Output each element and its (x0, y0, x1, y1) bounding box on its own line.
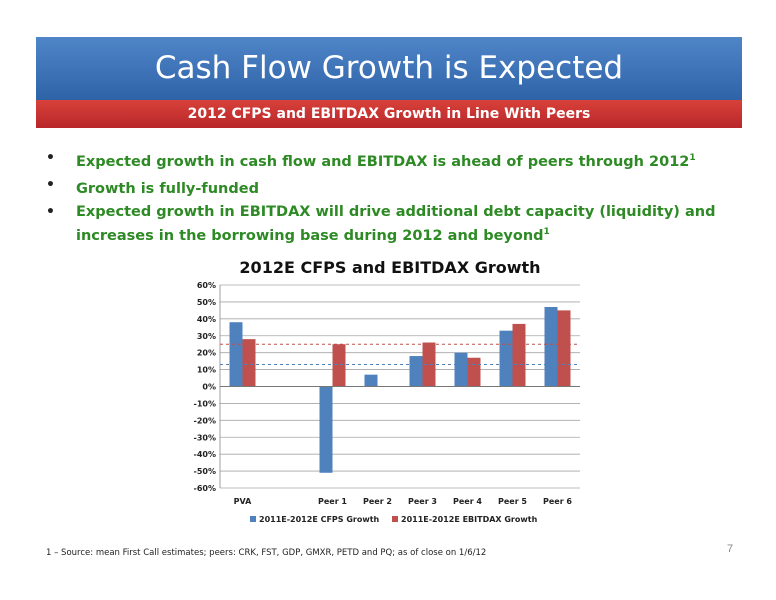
x-tick-label: PVA (234, 497, 253, 506)
y-tick-label: 40% (197, 315, 216, 324)
x-tick-label: Peer 2 (363, 497, 392, 506)
y-tick-label: 50% (197, 298, 216, 307)
legend-label: 2011E-2012E CFPS Growth (259, 515, 380, 524)
slide-subtitle: 2012 CFPS and EBITDAX Growth in Line Wit… (36, 100, 742, 128)
bar (467, 357, 481, 387)
y-tick-label: -60% (194, 484, 216, 493)
bullet-item: • Expected growth in cash flow and EBITD… (46, 148, 736, 172)
chart-title: 2012E CFPS and EBITDAX Growth (239, 258, 540, 277)
bullet-text: Growth is fully-funded (76, 180, 259, 197)
bar (544, 306, 558, 387)
x-tick-label: Peer 4 (453, 497, 482, 506)
bullet-icon: • (46, 176, 55, 193)
bar (364, 374, 378, 387)
y-tick-label: 60% (197, 281, 216, 290)
bullet-item: • Expected growth in EBITDAX will drive … (46, 202, 736, 246)
bullet-icon: • (46, 150, 55, 166)
bar (332, 344, 346, 387)
footnote-marker: 1 (543, 226, 550, 237)
bar (229, 322, 243, 387)
bar (422, 342, 436, 387)
bullet-list: • Expected growth in cash flow and EBITD… (46, 148, 736, 248)
y-tick-label: -20% (194, 416, 216, 425)
x-tick-label: Peer 6 (543, 497, 572, 506)
bar (409, 356, 423, 387)
bullet-icon: • (46, 203, 55, 220)
bar (319, 386, 333, 473)
bullet-text: Expected growth in cash flow and EBITDAX… (76, 153, 690, 170)
slide-title: Cash Flow Growth is Expected (36, 37, 742, 100)
growth-bar-chart: 2012E CFPS and EBITDAX Growth 60% 50% 40% 30… (194, 258, 580, 524)
page-number: 7 (727, 543, 734, 555)
legend-swatch (392, 516, 398, 522)
y-tick-label: 20% (197, 349, 216, 358)
bullet-text: Expected growth in EBITDAX will drive ad… (76, 203, 716, 244)
y-tick-label: 30% (197, 332, 216, 341)
y-tick-label: -30% (194, 433, 216, 442)
x-tick-label: Peer 3 (408, 497, 437, 506)
bar (499, 330, 513, 387)
x-tick-label: Peer 5 (498, 497, 527, 506)
legend-label: 2011E-2012E EBITDAX Growth (401, 515, 538, 524)
y-tick-label: -50% (194, 467, 216, 476)
y-tick-label: -10% (194, 399, 216, 408)
y-tick-label: 10% (197, 366, 216, 375)
x-tick-label: Peer 1 (318, 497, 347, 506)
footnote-marker: 1 (689, 153, 696, 163)
y-tick-label: 0% (202, 383, 216, 392)
legend-swatch (250, 516, 256, 522)
footnote: 1 – Source: mean First Call estimates; p… (46, 548, 487, 558)
bar (454, 352, 468, 387)
y-tick-label: -40% (194, 450, 216, 459)
bullet-item: • Growth is fully-funded (46, 175, 736, 199)
bar (557, 310, 571, 387)
bar (512, 323, 526, 387)
bar (242, 339, 256, 387)
